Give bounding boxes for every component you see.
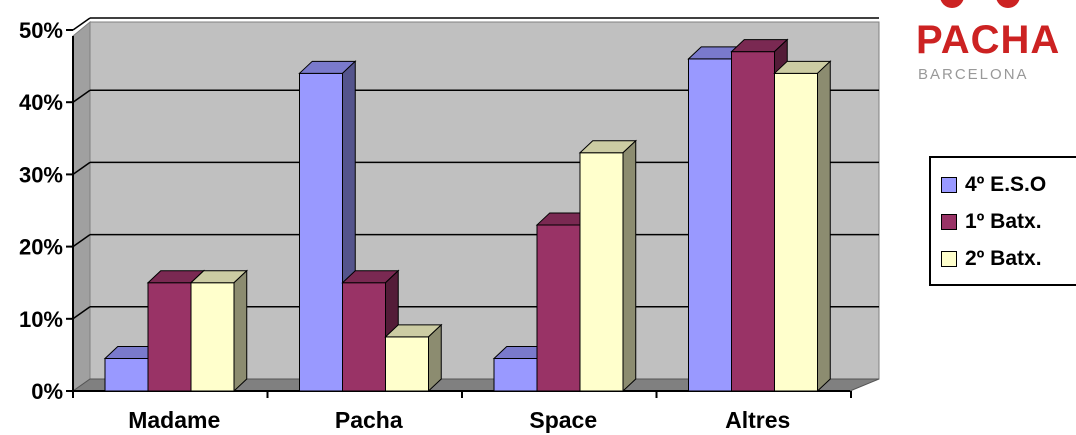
- legend-label: 4º E.S.O: [965, 173, 1047, 196]
- bar-space-3: [578, 139, 638, 393]
- legend-label: 1º Batx.: [965, 210, 1042, 233]
- x-category-label: Pacha: [335, 407, 403, 433]
- legend-swatch: [941, 214, 957, 230]
- bar-front: [536, 224, 581, 392]
- x-category-label: Madame: [128, 407, 220, 433]
- bar-altres-3: [773, 60, 832, 393]
- legend-item-1batx: 1º Batx.: [941, 209, 1042, 235]
- bar-front: [493, 358, 538, 392]
- bar-front: [104, 358, 149, 392]
- bar-front: [147, 282, 192, 392]
- gridline: [72, 306, 91, 320]
- bar-side: [622, 139, 637, 393]
- bar-front: [385, 336, 429, 392]
- plot-area: [71, 17, 880, 393]
- bar-front: [774, 72, 818, 392]
- x-category-label: Space: [529, 407, 597, 433]
- legend-swatch: [941, 177, 957, 193]
- bar-side: [817, 60, 831, 393]
- axis-labels: 0% 10% 20% 30% 40% 50% Madame Pacha Space Altres: [19, 18, 852, 433]
- y-tick-label: 20%: [19, 235, 63, 260]
- y-tick-label: 30%: [19, 162, 63, 187]
- y-tick-label: 0%: [31, 379, 63, 404]
- bar-front: [299, 72, 343, 392]
- bar-front: [579, 152, 624, 392]
- bar-front: [190, 282, 235, 392]
- gridline: [72, 17, 91, 31]
- x-category-label: Altres: [725, 407, 790, 433]
- bar-altres-2: [730, 38, 789, 393]
- bar-side: [428, 323, 442, 393]
- bar-front: [342, 282, 386, 392]
- chart-side-wall: [72, 20, 91, 392]
- bar-madame-3: [189, 269, 249, 393]
- legend-item-2batx: 2º Batx.: [941, 246, 1042, 272]
- y-tick-label: 50%: [19, 18, 63, 43]
- legend-item-4eso: 4º E.S.O: [941, 172, 1046, 198]
- svg-text:BARCELONA: BARCELONA: [918, 66, 1029, 83]
- pacha-logo: PACHA BARCELONA: [910, 0, 1076, 92]
- bar-front: [688, 58, 732, 392]
- legend-swatch: [941, 251, 957, 267]
- gridline: [72, 233, 91, 248]
- bar-side: [233, 269, 248, 393]
- gridline: [72, 89, 91, 103]
- legend: 4º E.S.O 1º Batx. 2º Batx.: [929, 156, 1076, 286]
- svg-text:PACHA: PACHA: [916, 18, 1060, 62]
- y-tick-label: 40%: [19, 90, 63, 115]
- legend-label: 2º Batx.: [965, 247, 1042, 270]
- gridline: [72, 161, 91, 176]
- bar-pacha-2: [341, 269, 400, 393]
- bar-pacha-3: [384, 323, 443, 393]
- bar-front: [731, 51, 775, 392]
- y-tick-label: 10%: [19, 307, 63, 332]
